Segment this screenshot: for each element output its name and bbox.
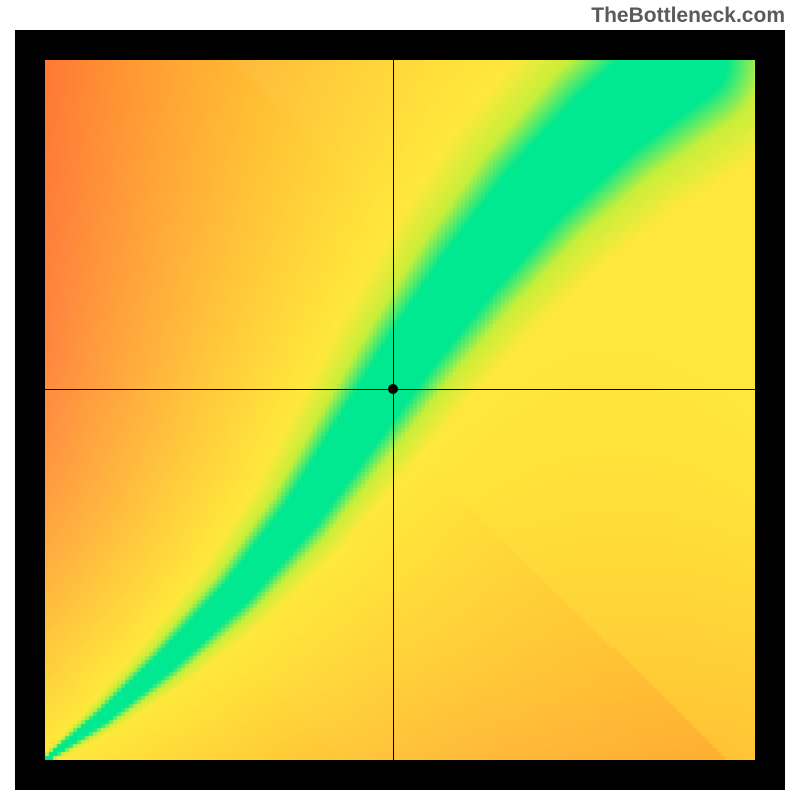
crosshair-vertical — [393, 60, 394, 760]
watermark-text: TheBottleneck.com — [591, 4, 785, 28]
marker-dot — [388, 384, 398, 394]
heatmap-canvas — [45, 60, 755, 760]
crosshair-horizontal — [45, 389, 755, 390]
chart-container: TheBottleneck.com — [0, 0, 800, 800]
plot-area — [45, 60, 755, 760]
